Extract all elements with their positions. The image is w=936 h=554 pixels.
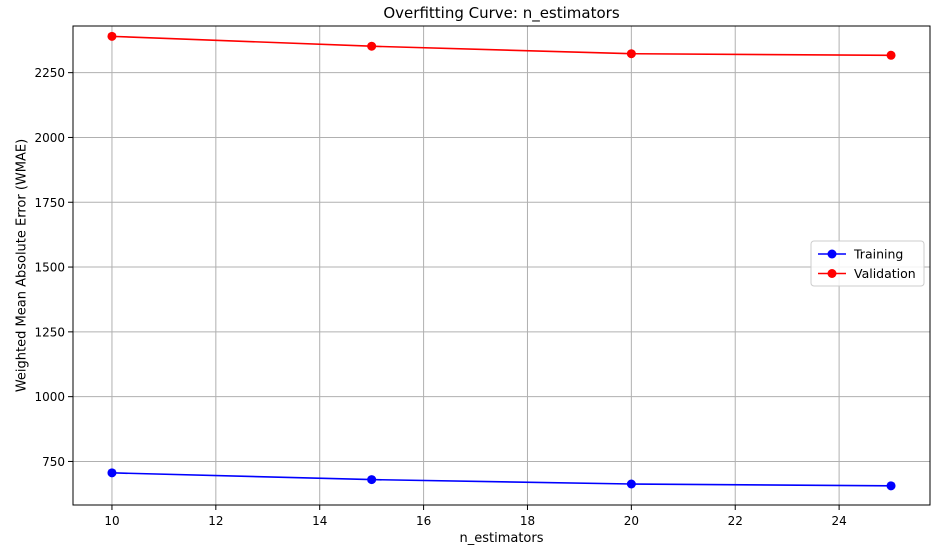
data-point-training bbox=[626, 479, 636, 489]
y-tick-label: 1750 bbox=[34, 196, 65, 210]
y-tick-label: 1250 bbox=[34, 325, 65, 339]
x-tick-label: 12 bbox=[208, 514, 223, 528]
legend-marker-training bbox=[827, 249, 837, 259]
x-tick-label: 22 bbox=[728, 514, 743, 528]
data-point-training bbox=[886, 481, 896, 491]
legend-box bbox=[810, 240, 925, 287]
legend-label-training: Training bbox=[853, 247, 903, 262]
data-point-validation bbox=[886, 50, 896, 60]
chart-title: Overfitting Curve: n_estimators bbox=[383, 4, 619, 23]
grid bbox=[73, 26, 930, 505]
axes: 10 12 14 16 18 20 22 24 750 1000 1250 1500 1750 2000 2… bbox=[34, 66, 846, 528]
y-tick-label: 750 bbox=[42, 455, 65, 469]
x-tick-label: 16 bbox=[416, 514, 431, 528]
plot-series bbox=[107, 31, 896, 491]
data-point-validation bbox=[367, 41, 377, 51]
y-axis-title: Weighted Mean Absolute Error (WMAE) bbox=[15, 139, 30, 392]
x-tick-label: 10 bbox=[104, 514, 119, 528]
plot-area-frame bbox=[72, 25, 931, 506]
y-tick-label: 1000 bbox=[34, 390, 65, 404]
y-tick-label: 1500 bbox=[34, 261, 65, 275]
y-tick-label: 2250 bbox=[34, 66, 65, 80]
data-point-training bbox=[367, 475, 377, 485]
series-line-training bbox=[111, 472, 892, 487]
data-point-validation bbox=[626, 49, 636, 59]
x-tick-label: 20 bbox=[624, 514, 639, 528]
data-point-training bbox=[107, 468, 117, 478]
x-axis-title: n_estimators bbox=[459, 531, 543, 546]
legend-marker-validation bbox=[827, 269, 837, 278]
legend-label-validation: Validation bbox=[854, 266, 916, 281]
data-point-validation bbox=[107, 31, 117, 41]
legend: Training Validation bbox=[810, 240, 925, 287]
y-tick-label: 2000 bbox=[34, 131, 65, 145]
x-tick-label: 18 bbox=[520, 514, 535, 528]
x-tick-label: 14 bbox=[312, 514, 327, 528]
x-tick-label: 24 bbox=[831, 514, 846, 528]
series-line-validation bbox=[111, 35, 892, 57]
